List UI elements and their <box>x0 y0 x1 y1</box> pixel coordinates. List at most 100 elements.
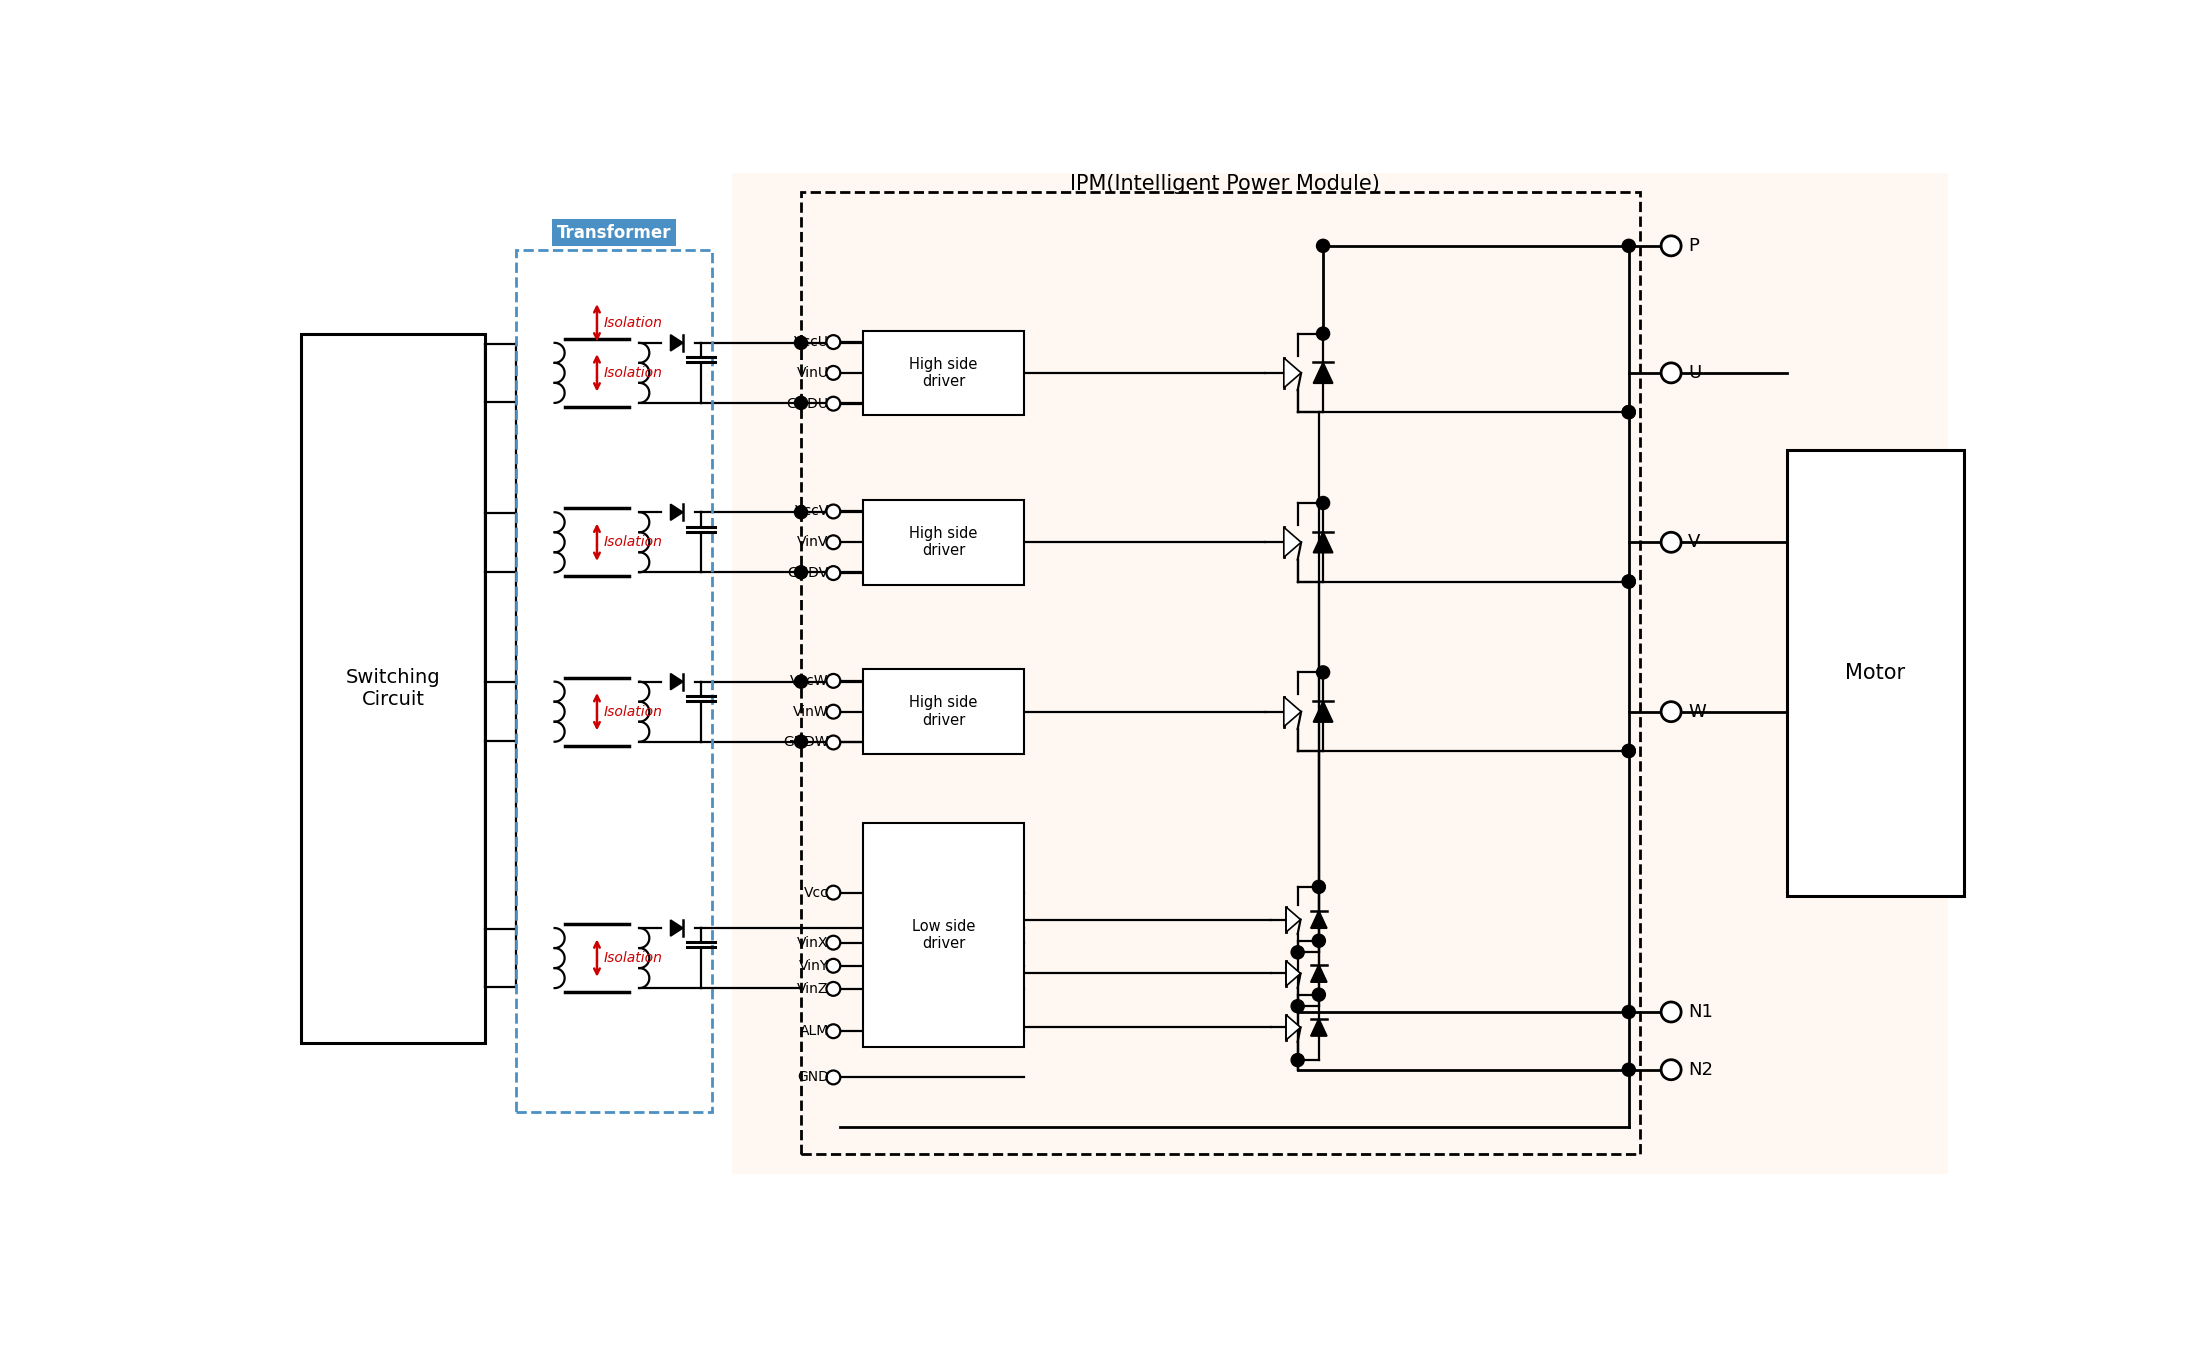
Text: V: V <box>1688 534 1701 552</box>
Text: GNDV: GNDV <box>788 567 829 580</box>
Circle shape <box>1313 987 1326 1001</box>
Circle shape <box>1621 745 1635 757</box>
Text: VinV: VinV <box>796 535 829 549</box>
Circle shape <box>794 676 807 688</box>
Circle shape <box>1661 1002 1681 1022</box>
Circle shape <box>1621 1005 1635 1019</box>
Text: W: W <box>1688 703 1705 720</box>
Circle shape <box>1661 362 1681 383</box>
Circle shape <box>1621 745 1635 757</box>
Text: VinY: VinY <box>799 959 829 972</box>
Polygon shape <box>1286 907 1302 932</box>
Polygon shape <box>671 674 684 689</box>
Polygon shape <box>1313 362 1332 383</box>
Text: GNDU: GNDU <box>788 396 829 411</box>
Circle shape <box>827 535 840 549</box>
Text: VccW: VccW <box>790 674 829 688</box>
Circle shape <box>1317 666 1330 678</box>
Text: VinZ: VinZ <box>796 982 829 996</box>
Circle shape <box>827 366 840 380</box>
Text: U: U <box>1688 364 1701 381</box>
Circle shape <box>827 885 840 899</box>
Circle shape <box>794 336 807 350</box>
Circle shape <box>1621 575 1635 588</box>
Text: N2: N2 <box>1688 1061 1714 1079</box>
Polygon shape <box>1310 911 1328 929</box>
Circle shape <box>1291 1000 1304 1013</box>
Circle shape <box>827 335 840 349</box>
Circle shape <box>827 982 840 996</box>
Text: Transformer: Transformer <box>558 223 671 241</box>
Text: ALM: ALM <box>799 1024 829 1038</box>
Circle shape <box>1661 236 1681 256</box>
FancyBboxPatch shape <box>732 173 1948 1174</box>
Text: Isolation: Isolation <box>602 951 662 966</box>
Polygon shape <box>1310 1019 1328 1036</box>
Circle shape <box>1317 240 1330 252</box>
Text: Vcc: Vcc <box>803 885 829 900</box>
Circle shape <box>827 396 840 410</box>
Circle shape <box>1661 1060 1681 1080</box>
Circle shape <box>827 1024 840 1038</box>
Circle shape <box>1621 240 1635 252</box>
Circle shape <box>827 1071 840 1084</box>
Polygon shape <box>1286 1015 1302 1041</box>
Circle shape <box>1313 880 1326 893</box>
Text: IPM(Intelligent Power Module): IPM(Intelligent Power Module) <box>1070 174 1379 195</box>
Text: Low side
driver: Low side driver <box>911 919 975 951</box>
Circle shape <box>1291 1054 1304 1066</box>
FancyBboxPatch shape <box>863 331 1024 415</box>
Text: High side
driver: High side driver <box>909 696 977 727</box>
Polygon shape <box>1286 962 1302 986</box>
Polygon shape <box>1284 697 1302 727</box>
Text: Isolation: Isolation <box>602 316 662 330</box>
Text: P: P <box>1688 237 1699 255</box>
Circle shape <box>1621 406 1635 418</box>
Circle shape <box>827 504 840 519</box>
Circle shape <box>1621 406 1635 418</box>
Circle shape <box>1661 701 1681 722</box>
Polygon shape <box>1284 358 1302 388</box>
Circle shape <box>827 735 840 749</box>
Text: Isolation: Isolation <box>602 535 662 549</box>
Circle shape <box>1621 575 1635 588</box>
Circle shape <box>1317 327 1330 340</box>
Polygon shape <box>1313 533 1332 553</box>
Circle shape <box>1661 533 1681 552</box>
Text: VinW: VinW <box>794 704 829 719</box>
Polygon shape <box>1313 701 1332 722</box>
Polygon shape <box>671 504 684 520</box>
Circle shape <box>1621 1064 1635 1076</box>
Polygon shape <box>671 335 684 351</box>
Polygon shape <box>1310 964 1328 982</box>
Polygon shape <box>671 921 684 936</box>
Circle shape <box>827 936 840 949</box>
Text: Switching
Circuit: Switching Circuit <box>346 669 441 710</box>
Text: Isolation: Isolation <box>602 704 662 719</box>
Circle shape <box>794 396 807 410</box>
FancyBboxPatch shape <box>1787 449 1963 896</box>
Text: VccU: VccU <box>794 335 829 349</box>
Text: High side
driver: High side driver <box>909 357 977 390</box>
Text: VinU: VinU <box>796 366 829 380</box>
Circle shape <box>794 735 807 748</box>
Circle shape <box>827 704 840 719</box>
FancyBboxPatch shape <box>300 335 485 1043</box>
FancyBboxPatch shape <box>863 824 1024 1046</box>
Text: Motor: Motor <box>1844 663 1906 684</box>
FancyBboxPatch shape <box>863 669 1024 755</box>
Text: Isolation: Isolation <box>602 366 662 380</box>
Circle shape <box>827 567 840 580</box>
Circle shape <box>1313 934 1326 948</box>
FancyBboxPatch shape <box>863 500 1024 584</box>
Circle shape <box>794 565 807 579</box>
Circle shape <box>1317 497 1330 509</box>
Circle shape <box>794 505 807 519</box>
Circle shape <box>827 959 840 972</box>
Circle shape <box>1291 945 1304 959</box>
Text: GNDW: GNDW <box>783 735 829 749</box>
Text: N1: N1 <box>1688 1002 1712 1022</box>
Text: GND: GND <box>796 1071 829 1084</box>
Text: High side
driver: High side driver <box>909 526 977 558</box>
Polygon shape <box>1284 527 1302 557</box>
